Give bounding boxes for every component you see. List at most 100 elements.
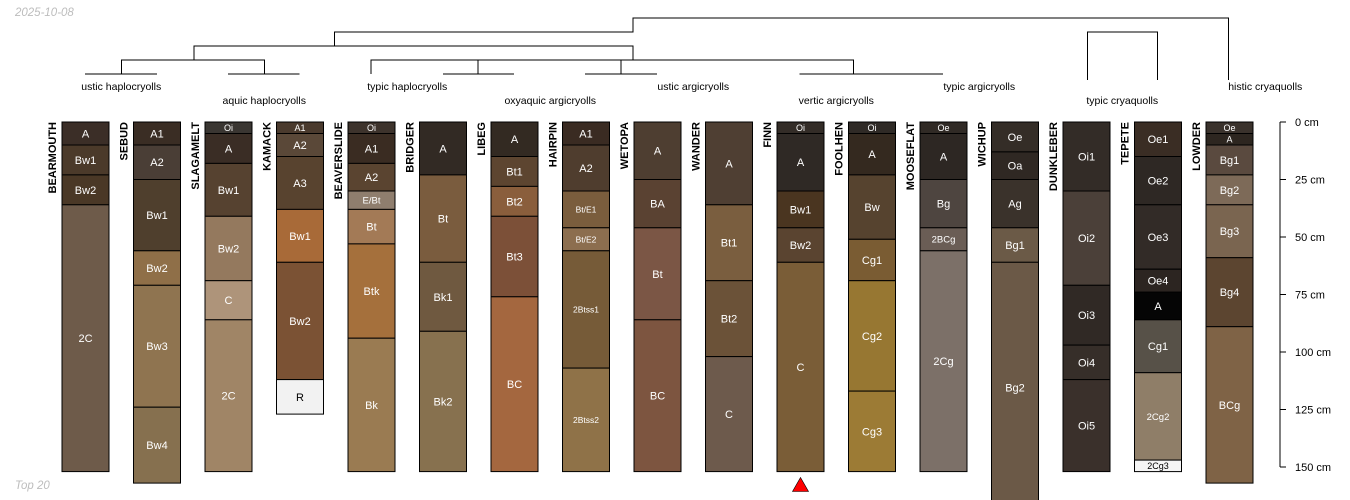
taxon-label: aquic haplocryolls [223,95,306,107]
horizon-rect [776,261,825,473]
horizon-label: A [1226,134,1232,144]
horizon-rect [705,356,753,473]
horizon-label: Bk1 [434,292,453,304]
profile-lowder: LOWDER OeA Bg1 Bg2 Bg3 Bg4 BCg [1191,121,1254,484]
horizon-label: Oi3 [1078,310,1095,322]
horizon-rect [633,179,682,229]
horizon-label: Bw2 [75,185,96,197]
horizon-label: 2Cg2 [1147,412,1170,423]
horizon-label: Bt2 [721,314,738,326]
horizon-label: Oi [224,123,233,133]
horizon-label: Bw [864,202,879,214]
profile-libeg: LIBEG A Bt1 Bt2 Bt3 BC [476,121,539,473]
taxon-label: vertic argicryolls [799,95,874,107]
profile-finn: FINN Oi A Bw1 Bw2 C [762,121,825,473]
horizon-label: Bw2 [790,240,811,252]
horizon-rect [419,330,467,473]
horizon-label: Bt [366,222,376,234]
horizon-label: Bt [438,214,448,226]
horizon-rect [1205,326,1254,484]
horizon-label: A [511,134,519,146]
horizon-label: A1 [150,128,163,140]
horizon-rect [1205,144,1254,176]
horizon-rect [490,296,539,473]
horizon-rect [1134,319,1182,374]
horizon-label: C [225,295,233,307]
horizon-label: A [1154,301,1162,313]
horizon-label: Oe1 [1148,134,1169,146]
horizon-rect [490,215,539,298]
horizon-rect [276,156,324,210]
horizon-rect [562,367,610,473]
profile-name: FINN [762,122,774,148]
horizon-rect [133,144,181,180]
horizon-rect [347,208,396,245]
axis-tick-label: 25 cm [1295,175,1325,187]
profile-name: DUNKLEBER [1048,122,1060,191]
horizon-label: A1 [365,143,378,155]
horizon-label: 2BCg [932,235,956,246]
horizon-label: BC [650,391,665,403]
taxon-label: typic argicryolls [943,81,1015,93]
profile-foolhen: FOOLHEN Oi A Bw Cg1 Cg2 Cg3 [834,121,896,473]
profile-bearmouth: BEARMOUTH A Bw1 Bw2 2C [47,121,110,473]
horizon-rect [347,337,396,473]
horizon-label: R [296,392,304,404]
horizon-rect [991,179,1039,229]
profile-name: LIBEG [476,122,488,156]
profile-hairpin: HAIRPIN A1 A2 Bt/E1 Bt/E2 2Btss1 2Btss2 [548,121,610,473]
dendro-branch-cd [370,59,854,74]
horizon-label: Bw1 [790,204,811,216]
horizon-rect [276,208,324,263]
horizon-label: A [439,143,447,155]
horizon-rect [347,133,396,164]
profile-name: FOOLHEN [834,122,846,176]
profile-name: BEARMOUTH [47,122,59,194]
dendro-root-branch [334,17,1229,80]
horizon-label: A [725,158,733,170]
horizon-label: Bt/E2 [576,234,597,244]
horizon-rect [705,204,753,282]
axis-tick-label: 0 cm [1295,117,1319,129]
date-label: 2025-10-08 [15,7,74,19]
horizon-rect [204,319,253,473]
horizon-rect [991,151,1039,180]
horizon-rect [1134,204,1182,270]
profile-name: KAMACK [262,122,274,171]
taxon-label: ustic argicryolls [657,81,729,93]
horizon-label: A [868,149,876,161]
horizon-label: Bg1 [1220,155,1240,167]
horizon-label: 2Btss1 [573,305,599,315]
horizon-rect [919,179,968,229]
horizon-label: Bw4 [146,440,167,452]
axis-tick-label: 125 cm [1295,405,1331,417]
horizon-rect [1205,174,1254,206]
taxon-label: histic cryaquolls [1228,81,1302,93]
horizon-label: A2 [579,163,592,175]
marker-triangle [791,476,810,492]
horizon-label: Btk [364,286,380,298]
horizon-label: E/Bt [363,196,381,207]
depth-axis: 0 cm 25 cm 50 cm 75 cm 100 cm 125 cm 150 cm [1279,117,1331,474]
horizon-label: Cg3 [862,426,882,438]
horizon-label: BA [650,199,665,211]
horizon-label: A [797,157,805,169]
horizon-rect [61,204,110,473]
horizon-label: 2C [78,333,92,345]
horizon-label: 2Btss2 [573,415,599,425]
horizon-rect [848,238,896,282]
horizon-label: Bg2 [1005,383,1025,395]
horizon-label: Oe4 [1148,276,1169,288]
horizon-rect [991,261,1039,500]
taxon-label: ustic haplocryolls [81,81,161,93]
horizon-rect [1134,156,1182,206]
horizon-rect [133,284,181,408]
profile-kamack: KAMACK A1 A2 A3 Bw1 Bw2 R [262,121,324,415]
horizon-label: A [82,128,90,140]
dendro-right-cluster [1087,31,1158,80]
profile-name: HAIRPIN [548,122,560,167]
horizon-label: BC [507,379,522,391]
profile-wetopa: WETOPA A BA Bt BC [619,121,682,473]
horizon-rect [347,162,396,192]
horizon-rect [133,406,181,484]
